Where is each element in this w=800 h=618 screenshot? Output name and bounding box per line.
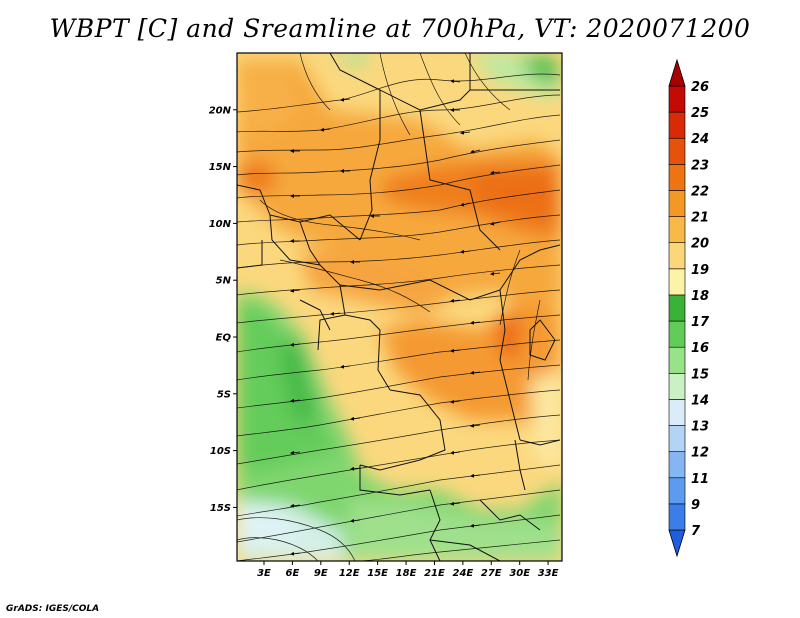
colorbar-label: 16 xyxy=(691,341,709,356)
wbpt-shaded-field xyxy=(237,53,562,561)
lat-tick-label: 5N xyxy=(216,276,232,287)
colorbar-label: 17 xyxy=(691,315,710,330)
colorbar-label: 7 xyxy=(691,524,701,539)
lat-tick-label: 10N xyxy=(209,219,232,230)
colorbar-swatch xyxy=(668,85,686,113)
colorbar-label: 12 xyxy=(691,446,709,461)
colorbar-label: 14 xyxy=(691,393,709,408)
lon-tick-label: 30E xyxy=(509,568,530,579)
colorbar-swatch xyxy=(668,346,686,374)
colorbar-label: 9 xyxy=(691,498,700,513)
lon-tick-label: 21E xyxy=(424,568,445,579)
lon-tick-label: 33E xyxy=(538,568,559,579)
lon-tick-label: 6E xyxy=(286,568,300,579)
colorbar-swatch xyxy=(668,320,686,348)
streamlines xyxy=(237,53,561,561)
colorbar-swatch xyxy=(668,190,686,217)
colorbar-label: 23 xyxy=(691,158,709,173)
colorbar-label: 19 xyxy=(691,263,709,278)
lat-tick-label: EQ xyxy=(216,333,232,344)
lat-tick-label: 15S xyxy=(210,503,231,514)
lon-tick-label: 18E xyxy=(396,568,417,579)
colorbar-label: 13 xyxy=(691,420,709,435)
lat-tick-label: 5S xyxy=(217,389,231,400)
colorbar-swatch xyxy=(668,372,686,400)
grads-credit: GrADS: IGES/COLA xyxy=(6,604,100,614)
colorbar-swatch xyxy=(668,294,686,322)
lon-tick-label: 12E xyxy=(339,568,360,579)
country-borders xyxy=(237,53,561,561)
colorbar-label: 24 xyxy=(691,132,709,147)
colorbar-label: 20 xyxy=(691,237,709,252)
colorbar-label: 26 xyxy=(691,80,709,95)
colorbar: 7 9 11 12 13 14 15 16 17 18 19 20 21 22 23 24 25 26 xyxy=(668,58,710,558)
lon-tick-label: 3E xyxy=(257,568,271,579)
colorbar-swatch xyxy=(668,425,686,452)
colorbar-label: 22 xyxy=(691,184,709,199)
colorbar-swatch xyxy=(668,503,686,531)
colorbar-label: 18 xyxy=(691,289,709,304)
colorbar-label: 25 xyxy=(691,106,709,121)
lon-tick-label: 24E xyxy=(452,568,473,579)
lat-tick-label: 15N xyxy=(209,162,232,173)
latitude-axis: 20N 15N 10N 5N EQ 5S 10S 15S xyxy=(209,105,237,514)
colorbar-label: 11 xyxy=(691,472,709,487)
lat-tick-label: 20N xyxy=(209,105,232,116)
colorbar-swatch xyxy=(668,137,686,165)
colorbar-swatch xyxy=(668,268,686,296)
streamline-arrows xyxy=(290,79,501,556)
longitude-axis: 3E 6E 9E 12E 15E 18E 21E 24E 27E 30E 33E xyxy=(257,561,559,579)
colorbar-swatch xyxy=(668,242,686,270)
colorbar-low-arrow xyxy=(668,529,686,558)
lon-tick-label: 15E xyxy=(367,568,388,579)
colorbar-label: 21 xyxy=(691,211,709,226)
lon-tick-label: 27E xyxy=(481,568,502,579)
colorbar-swatch xyxy=(668,477,686,505)
lon-tick-label: 9E xyxy=(314,568,328,579)
colorbar-swatch xyxy=(668,399,686,426)
colorbar-swatch xyxy=(668,164,686,191)
colorbar-label: 15 xyxy=(691,367,709,382)
colorbar-swatch xyxy=(668,451,686,479)
colorbar-high-arrow xyxy=(668,58,686,87)
map-frame xyxy=(236,52,563,562)
colorbar-swatch xyxy=(668,111,686,139)
chart-title: WBPT [C] and Sreamline at 700hPa, VT: 20… xyxy=(49,14,751,43)
colorbar-swatch xyxy=(668,216,686,244)
lat-tick-label: 10S xyxy=(210,446,231,457)
